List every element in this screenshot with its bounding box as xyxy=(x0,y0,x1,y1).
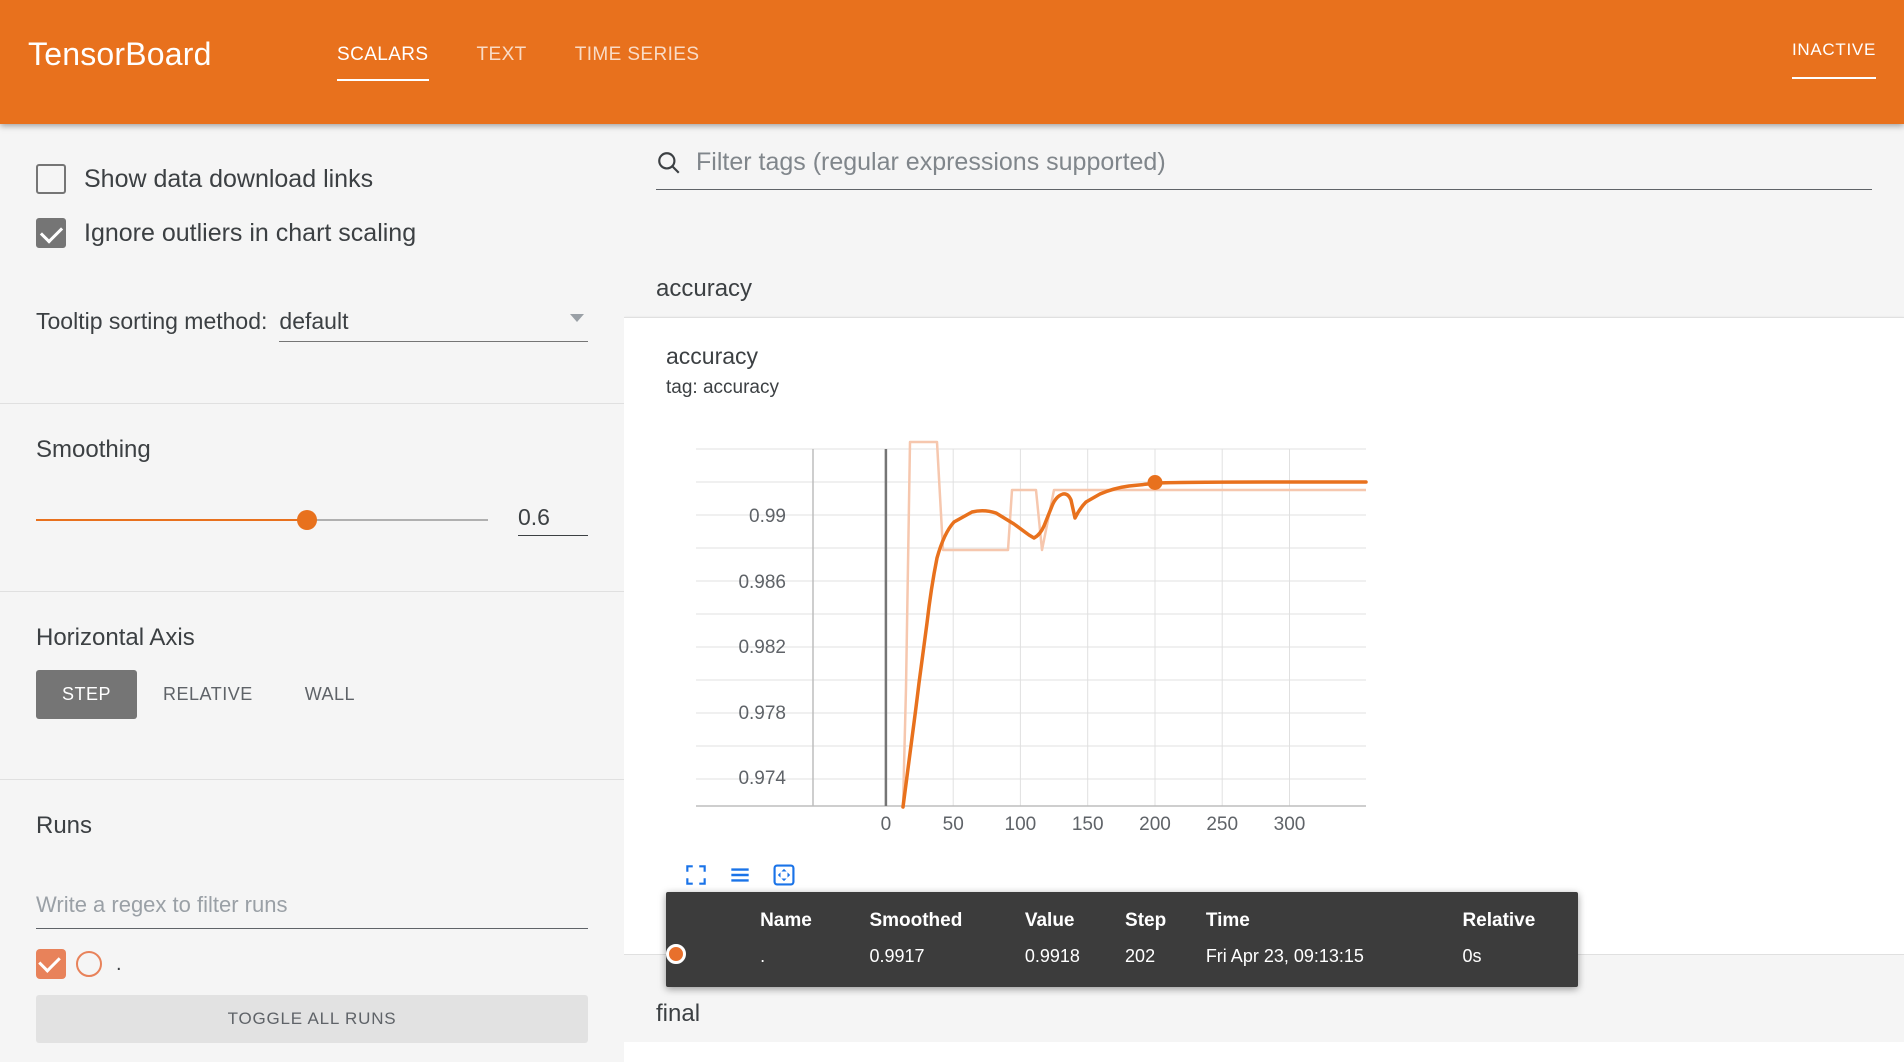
svg-text:0.99: 0.99 xyxy=(749,506,786,527)
svg-text:300: 300 xyxy=(1274,814,1306,835)
svg-text:150: 150 xyxy=(1072,814,1104,835)
svg-text:0.986: 0.986 xyxy=(738,572,786,593)
svg-text:50: 50 xyxy=(943,814,964,835)
svg-text:0: 0 xyxy=(881,814,892,835)
svg-text:100: 100 xyxy=(1005,814,1037,835)
svg-text:200: 200 xyxy=(1139,814,1171,835)
svg-text:250: 250 xyxy=(1206,814,1238,835)
svg-text:0.978: 0.978 xyxy=(738,703,786,724)
svg-text:0.974: 0.974 xyxy=(738,768,786,789)
svg-text:0.982: 0.982 xyxy=(738,637,786,658)
